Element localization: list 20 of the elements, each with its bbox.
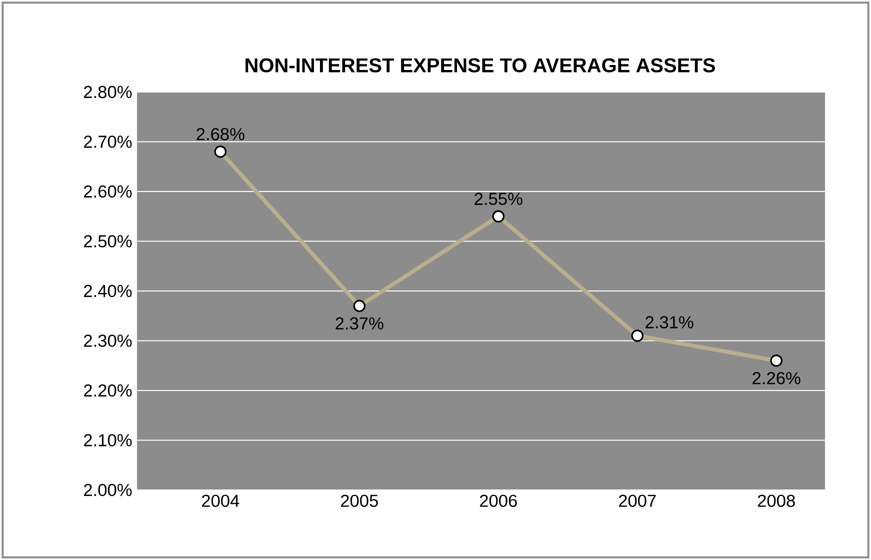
y-tick-label: 2.20% [84,384,132,397]
x-tick-label: 2004 [202,494,240,507]
x-tick-label: 2006 [480,494,517,507]
y-tick-label: 2.00% [84,484,132,496]
x-tick-label: 2005 [340,494,378,507]
data-label: 2.55% [474,192,522,205]
data-label: 2.31% [646,316,694,328]
chart-title: NON-INTEREST EXPENSE TO AVERAGE ASSETS [246,58,715,72]
y-tick-label: 2.40% [84,284,132,298]
y-tick-label: 2.30% [84,334,132,347]
x-tick-label: 2008 [758,494,795,507]
data-label: 2.37% [336,317,384,330]
y-tick-label: 2.10% [84,434,132,446]
data-label: 2.68% [196,128,244,140]
y-tick-label: 2.70% [84,136,132,148]
y-tick-label: 2.50% [84,235,132,248]
data-label: 2.26% [752,372,800,384]
x-tick-label: 2007 [618,494,656,507]
y-tick-label: 2.60% [84,185,132,198]
y-tick-label: 2.80% [84,86,132,98]
